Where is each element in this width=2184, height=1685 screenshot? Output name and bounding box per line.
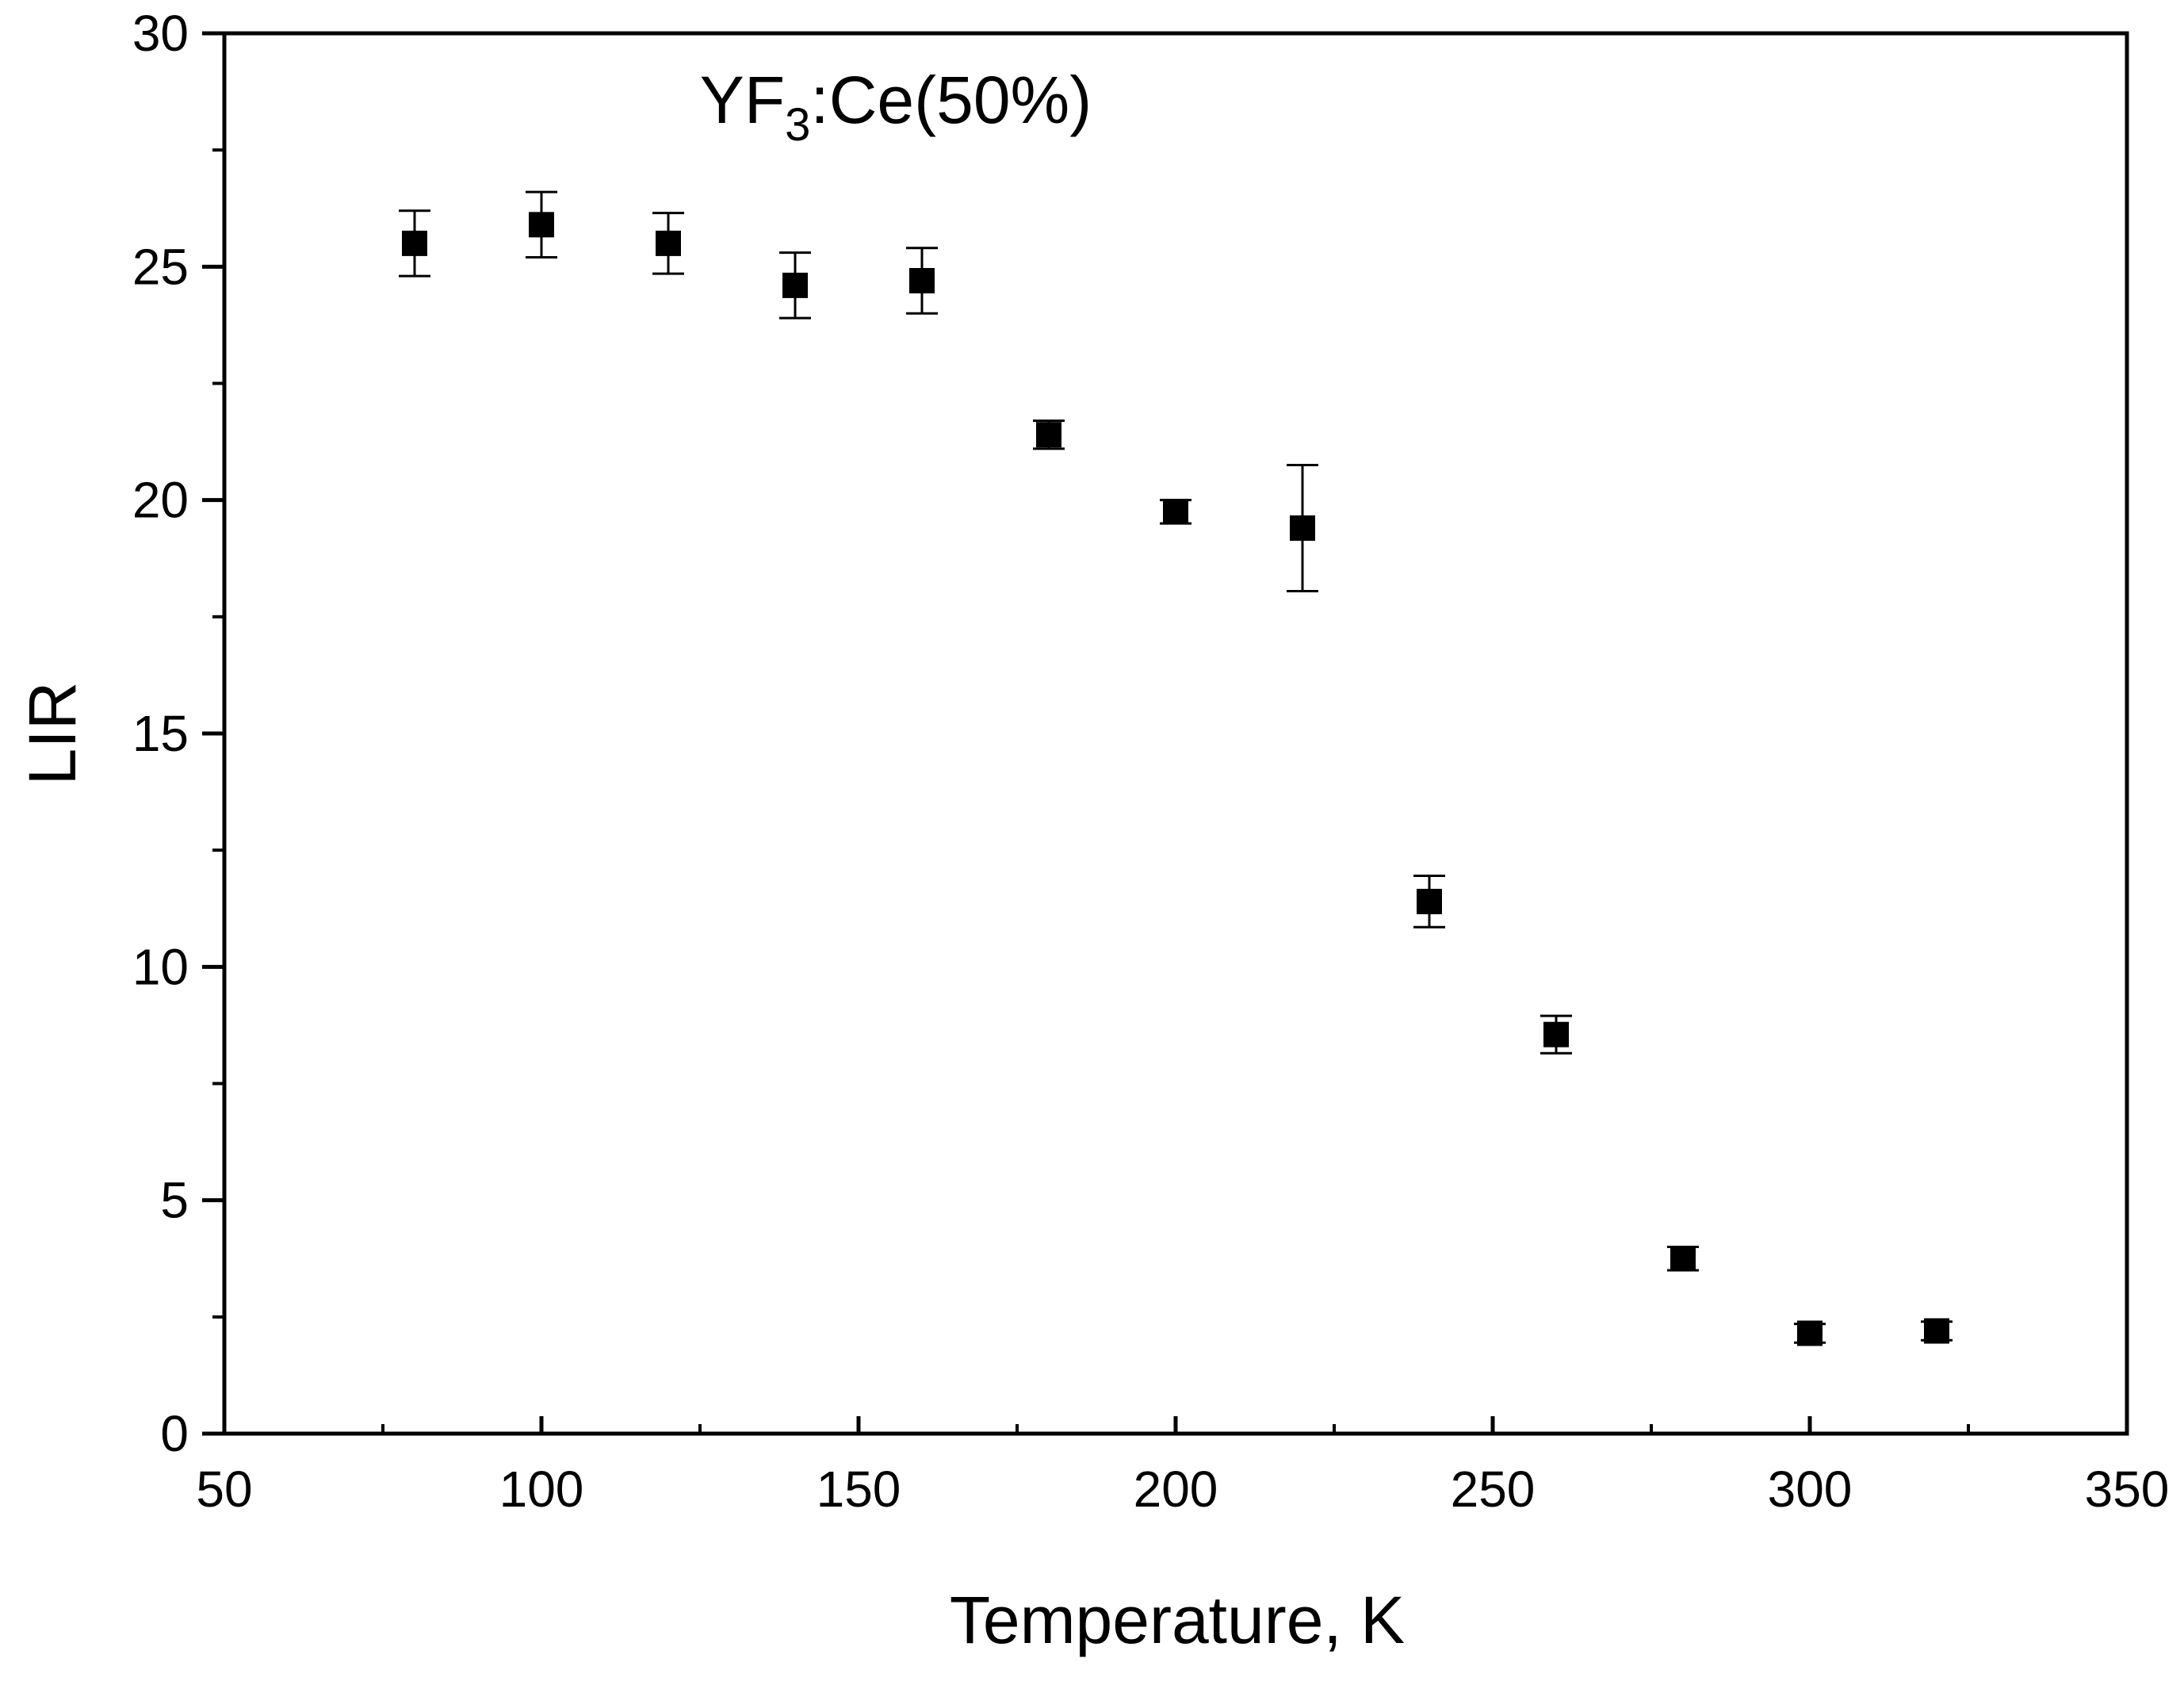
x-axis-title: Temperature, K: [950, 1583, 1405, 1657]
y-axis-title: LIR: [15, 682, 90, 786]
data-point: [1290, 515, 1315, 541]
chart-title-suffix: :Ce(50%): [810, 63, 1092, 137]
y-tick-label: 25: [132, 238, 189, 295]
y-tick-label: 0: [160, 1405, 189, 1462]
x-tick-label: 350: [2085, 1461, 2170, 1518]
x-tick-label: 100: [499, 1461, 584, 1518]
data-markers: [402, 212, 1949, 1346]
y-tick-label: 10: [132, 938, 189, 995]
y-tick-label: 30: [132, 5, 189, 62]
data-point: [656, 230, 681, 256]
chart-title: YF3:Ce(50%): [700, 63, 1092, 151]
y-tick-label: 15: [132, 705, 189, 762]
data-point: [909, 267, 935, 293]
x-tick-label: 150: [817, 1461, 901, 1518]
data-point: [1924, 1318, 1949, 1344]
tick-labels: 50 100 150 200 250 300 350 0 5 10 15 20 25 30: [132, 5, 2170, 1518]
x-tick-label: 200: [1134, 1461, 1218, 1518]
data-point: [1670, 1246, 1696, 1272]
data-point: [529, 212, 554, 238]
y-tick-label: 5: [160, 1172, 189, 1229]
x-tick-label: 50: [196, 1461, 252, 1518]
y-tick-label: 20: [132, 472, 189, 529]
x-tick-label: 250: [1451, 1461, 1536, 1518]
data-point: [1163, 499, 1188, 525]
chart-title-subscript: 3: [785, 99, 810, 151]
data-point: [782, 272, 808, 298]
data-point: [1036, 422, 1061, 448]
data-point: [1417, 888, 1442, 914]
data-point: [1543, 1021, 1569, 1047]
data-point: [1797, 1320, 1823, 1346]
plot-frame: [222, 31, 2129, 1436]
data-point: [402, 230, 427, 256]
chart-title-prefix: YF: [700, 63, 785, 137]
x-tick-label: 300: [1768, 1461, 1853, 1518]
